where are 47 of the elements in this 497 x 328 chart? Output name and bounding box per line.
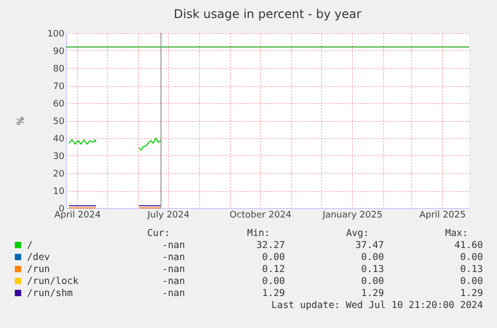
y-tick-label: 50 <box>53 117 65 127</box>
text: -nan <box>162 240 185 251</box>
y-tick-label: 20 <box>53 170 65 180</box>
legend-label: /run/lock <box>27 276 79 287</box>
y-tick-label: 30 <box>53 152 65 162</box>
x-tick-label: January 2025 <box>322 210 382 220</box>
y-axis-title: % <box>16 116 26 126</box>
text: 41.60 <box>454 240 484 251</box>
text: Last update: Wed Jul 10 21:20:00 2024 <box>271 300 484 311</box>
text: Min: <box>247 228 270 239</box>
text: 0.00 <box>262 252 286 263</box>
text: 37.47 <box>355 240 384 251</box>
text: 1.29 <box>361 288 384 299</box>
text: -nan <box>162 276 185 287</box>
legend-label: /dev <box>27 252 50 263</box>
text: 0.00 <box>361 276 384 287</box>
legend-label: / <box>27 240 33 251</box>
text: 0.00 <box>361 252 384 263</box>
text: Max: <box>445 228 468 239</box>
y-tick-label: 80 <box>53 64 65 74</box>
y-tick-label: 10 <box>53 187 65 197</box>
text: 0.13 <box>361 264 384 275</box>
text: 0.13 <box>460 264 483 275</box>
y-tick-label: 90 <box>53 47 65 57</box>
text: -nan <box>162 264 185 275</box>
y-tick-label: 100 <box>47 30 65 40</box>
legend-label: /run <box>27 264 50 275</box>
x-tick-label: April 2025 <box>419 210 466 220</box>
x-tick-label: April 2024 <box>54 210 101 220</box>
text: 0.00 <box>262 276 286 287</box>
y-tick-label: 70 <box>53 82 65 92</box>
text: Avg: <box>346 228 369 239</box>
text: 32.27 <box>256 240 285 251</box>
x-tick-label: October 2024 <box>230 210 292 220</box>
y-tick-label: 40 <box>53 134 65 144</box>
chart-title: Disk usage in percent - by year <box>174 7 362 21</box>
text: -nan <box>162 288 185 299</box>
text: -nan <box>162 252 185 263</box>
y-tick-label: 60 <box>53 100 65 110</box>
text: 0.12 <box>262 264 285 275</box>
legend-label: /run/shm <box>27 288 74 299</box>
text: 1.29 <box>262 288 286 299</box>
text: 0.00 <box>460 276 484 287</box>
x-tick-label: July 2024 <box>146 210 190 220</box>
text: Cur: <box>147 228 170 239</box>
text: 1.29 <box>460 288 484 299</box>
text: 0.00 <box>460 252 484 263</box>
